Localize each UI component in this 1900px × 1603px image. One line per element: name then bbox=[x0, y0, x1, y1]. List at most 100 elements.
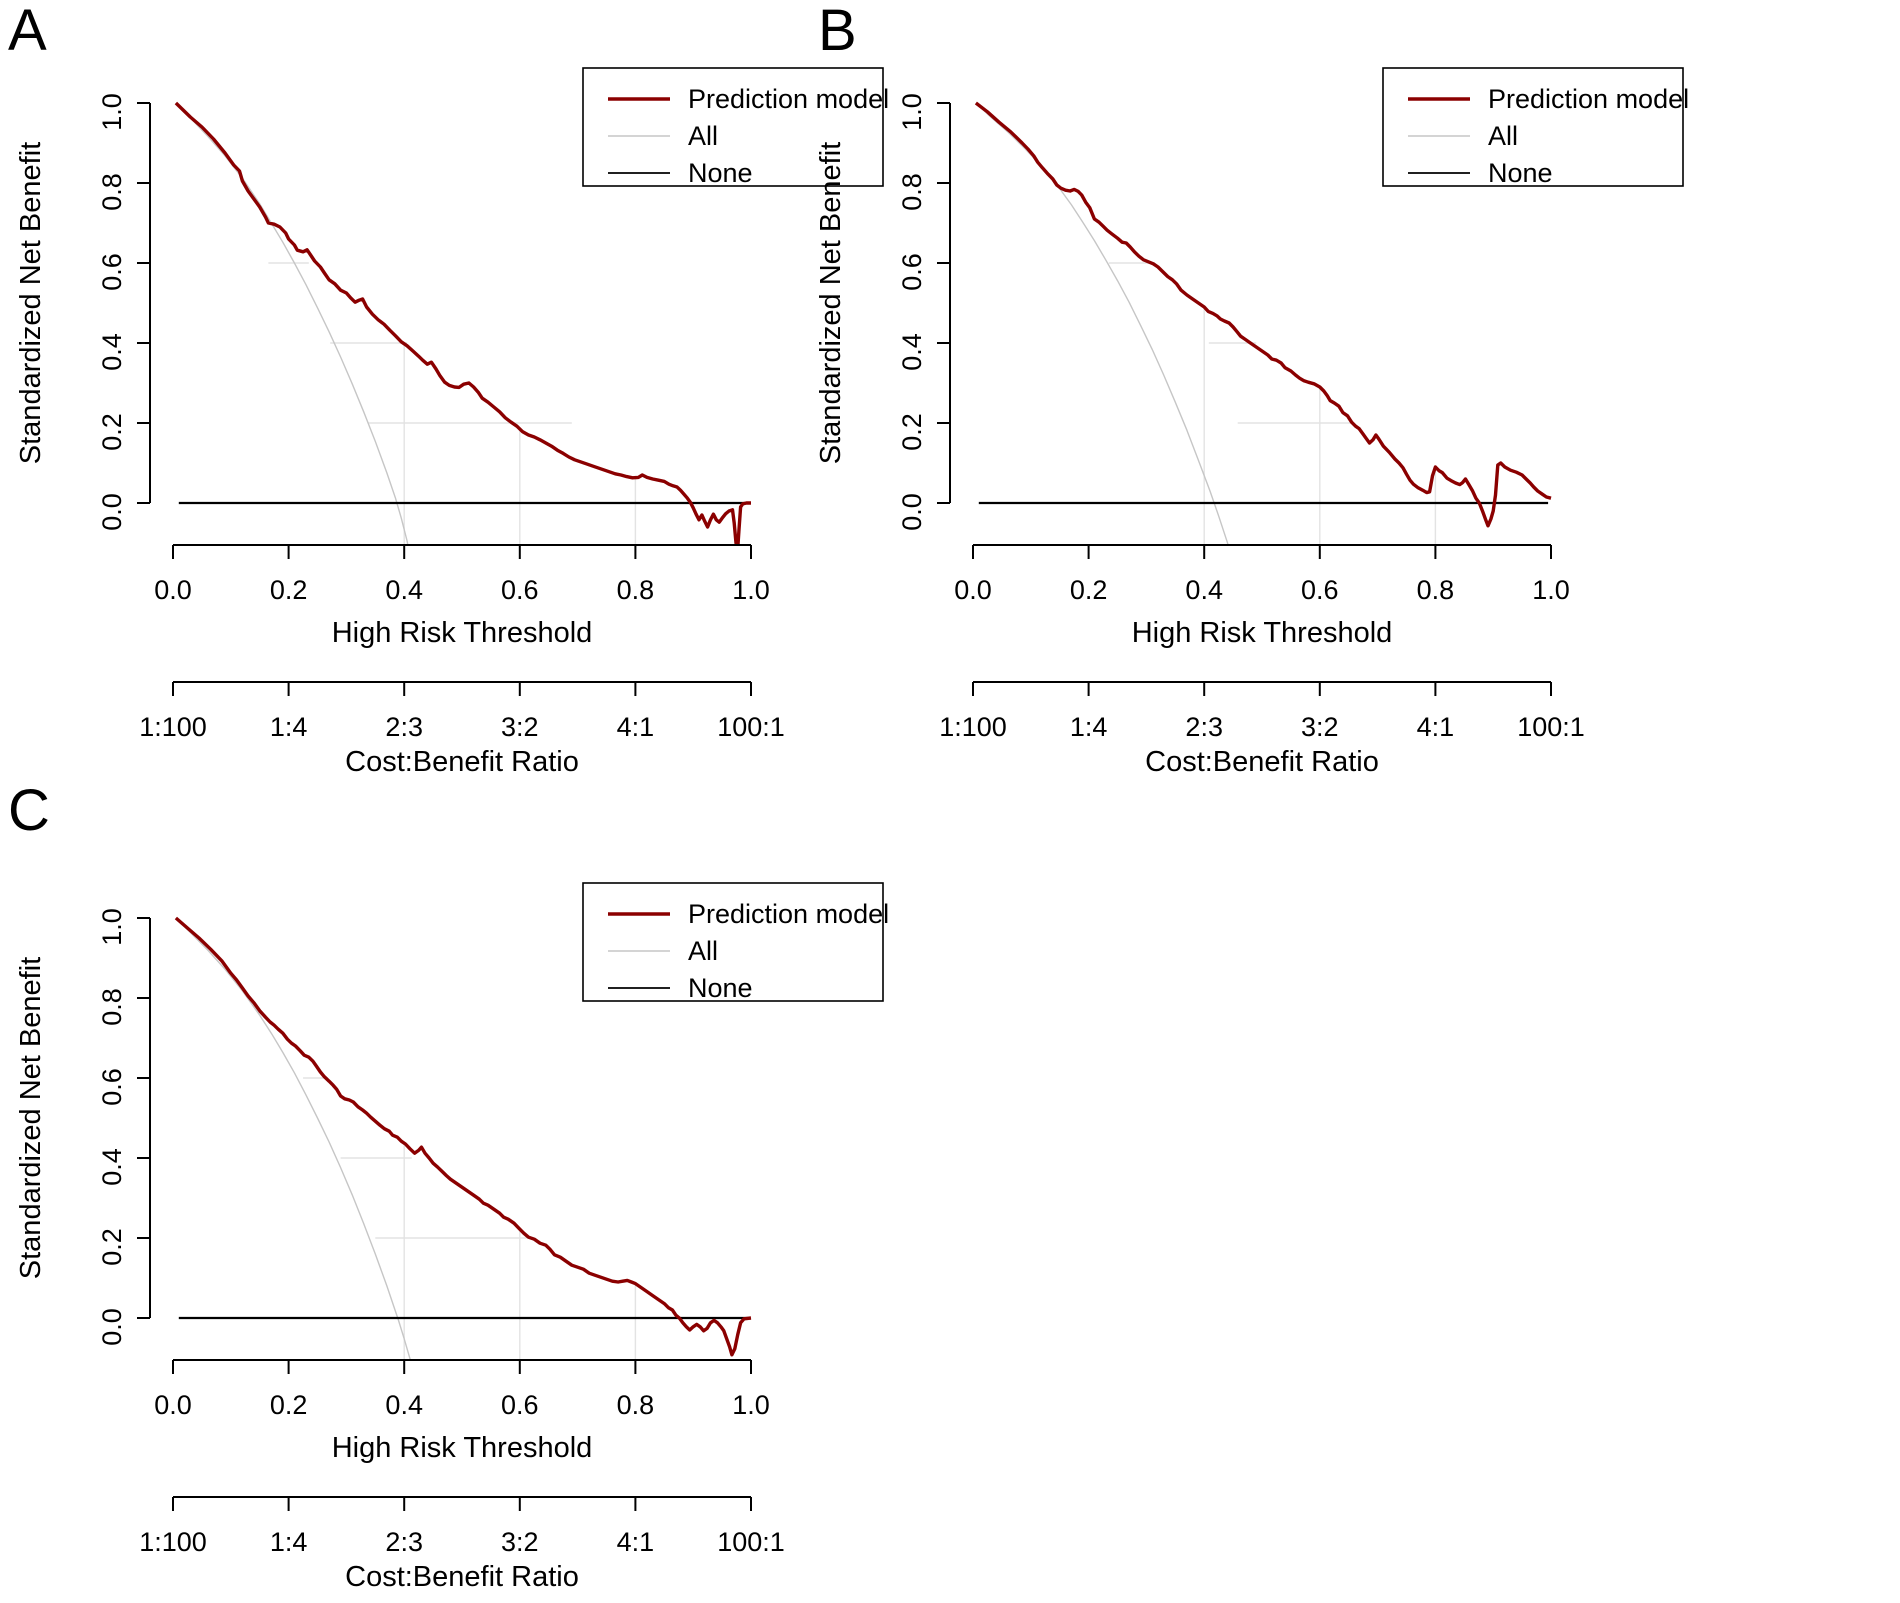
cb-tick-label-b: 1:4 bbox=[1070, 712, 1108, 742]
panel-label-b: B bbox=[818, 0, 857, 63]
cb-axis-title-b: Cost:Benefit Ratio bbox=[1145, 746, 1379, 778]
y-axis-a: 1.0 0.8 0.6 0.4 0.2 0.0 Standardized Net Benef… bbox=[15, 93, 151, 531]
cb-axis-b: 1:100 1:4 2:3 3:2 4:1 100:1 Cost:Benefit Ratio bbox=[939, 681, 1585, 778]
y-tick-label-c: 0.0 bbox=[97, 1308, 127, 1346]
x-tick-label-c: 0.8 bbox=[617, 1390, 655, 1420]
x-tick-label-a: 0.4 bbox=[385, 575, 423, 605]
cb-tick-label-b: 4:1 bbox=[1417, 712, 1455, 742]
x-tick-label-a: 0.6 bbox=[501, 575, 539, 605]
y-tick-label-c: 0.6 bbox=[97, 1068, 127, 1106]
y-tick-label-b: 0.0 bbox=[897, 493, 927, 531]
x-tick-label-c: 0.6 bbox=[501, 1390, 539, 1420]
x-axis-a: 0.0 0.2 0.4 0.6 0.8 1.0 High Risk Threshold bbox=[154, 544, 770, 649]
plot-area-b bbox=[974, 101, 1552, 544]
legend-label-a: None bbox=[688, 158, 753, 188]
x-axis-title-a: High Risk Threshold bbox=[332, 617, 593, 649]
legend-c: Prediction model All None bbox=[582, 882, 889, 1003]
y-tick-label-b: 0.8 bbox=[897, 173, 927, 211]
all-curve-c bbox=[175, 917, 411, 1359]
legend-label-a: Prediction model bbox=[688, 84, 889, 114]
legend-label-c: Prediction model bbox=[688, 899, 889, 929]
panel-label-a: A bbox=[8, 0, 47, 63]
y-axis-title-b: Standardized Net Benefit bbox=[815, 142, 847, 464]
x-axis-b: 0.0 0.2 0.4 0.6 0.8 1.0 High Risk Threshold bbox=[954, 544, 1570, 649]
legend-a: Prediction model All None bbox=[582, 67, 889, 188]
cb-tick-label-a: 100:1 bbox=[717, 712, 785, 742]
cb-tick-label-c: 100:1 bbox=[717, 1527, 785, 1557]
cb-tick-label-a: 1:100 bbox=[139, 712, 207, 742]
x-axis-title-b: High Risk Threshold bbox=[1132, 617, 1393, 649]
y-tick-label-b: 0.2 bbox=[897, 413, 927, 451]
x-tick-label-c: 0.0 bbox=[154, 1390, 192, 1420]
x-tick-label-c: 1.0 bbox=[732, 1390, 770, 1420]
x-tick-label-a: 0.8 bbox=[617, 575, 655, 605]
plot-area-c bbox=[174, 916, 752, 1359]
y-tick-label-a: 0.8 bbox=[97, 173, 127, 211]
prediction-curve-a bbox=[174, 101, 751, 544]
cb-tick-label-b: 1:100 bbox=[939, 712, 1007, 742]
y-tick-label-c: 0.8 bbox=[97, 988, 127, 1026]
legend-label-b: Prediction model bbox=[1488, 84, 1689, 114]
panel-label-c: C bbox=[8, 778, 50, 843]
x-tick-label-b: 0.6 bbox=[1301, 575, 1339, 605]
y-axis-c: 1.0 0.8 0.6 0.4 0.2 0.0 Standardized Net Benef… bbox=[15, 908, 151, 1346]
cb-tick-label-c: 1:100 bbox=[139, 1527, 207, 1557]
legend-label-c: None bbox=[688, 973, 753, 1003]
cb-tick-label-c: 2:3 bbox=[385, 1527, 423, 1557]
prediction-curve-b bbox=[974, 101, 1552, 528]
x-tick-label-c: 0.4 bbox=[385, 1390, 423, 1420]
x-tick-label-a: 1.0 bbox=[732, 575, 770, 605]
y-axis-title-c: Standardized Net Benefit bbox=[15, 957, 47, 1279]
x-tick-label-a: 0.0 bbox=[154, 575, 192, 605]
cb-tick-label-b: 2:3 bbox=[1185, 712, 1223, 742]
y-tick-label-c: 1.0 bbox=[97, 908, 127, 946]
panel-b: 1.0 0.8 0.6 0.4 0.2 0.0 Standardized Net Benef… bbox=[815, 67, 1689, 778]
cb-axis-title-a: Cost:Benefit Ratio bbox=[345, 746, 579, 778]
legend-label-b: None bbox=[1488, 158, 1553, 188]
y-tick-label-c: 0.2 bbox=[97, 1228, 127, 1266]
panel-a: 1.0 0.8 0.6 0.4 0.2 0.0 Standardized Net Benef… bbox=[15, 67, 889, 778]
x-tick-label-b: 0.4 bbox=[1185, 575, 1223, 605]
cb-tick-label-c: 1:4 bbox=[270, 1527, 308, 1557]
cb-tick-label-a: 1:4 bbox=[270, 712, 308, 742]
x-tick-label-b: 0.8 bbox=[1417, 575, 1455, 605]
legend-label-a: All bbox=[688, 121, 718, 151]
x-tick-label-b: 0.0 bbox=[954, 575, 992, 605]
cb-tick-label-c: 4:1 bbox=[617, 1527, 655, 1557]
y-tick-label-b: 0.6 bbox=[897, 253, 927, 291]
prediction-curve-c bbox=[174, 916, 752, 1357]
y-tick-label-a: 1.0 bbox=[97, 93, 127, 131]
cb-tick-label-a: 2:3 bbox=[385, 712, 423, 742]
legend-box-a bbox=[582, 67, 884, 187]
legend-box-b bbox=[1382, 67, 1684, 187]
cb-tick-label-b: 100:1 bbox=[1517, 712, 1585, 742]
y-tick-label-a: 0.4 bbox=[97, 333, 127, 371]
x-tick-label-a: 0.2 bbox=[270, 575, 308, 605]
y-tick-label-a: 0.0 bbox=[97, 493, 127, 531]
x-tick-label-b: 0.2 bbox=[1070, 575, 1108, 605]
legend-label-c: All bbox=[688, 936, 718, 966]
legend-label-b: All bbox=[1488, 121, 1518, 151]
cb-axis-c: 1:100 1:4 2:3 3:2 4:1 100:1 Cost:Benefit Ratio bbox=[139, 1496, 785, 1593]
y-tick-label-c: 0.4 bbox=[97, 1148, 127, 1186]
y-tick-label-b: 1.0 bbox=[897, 93, 927, 131]
all-curve-b bbox=[975, 102, 1229, 544]
cb-tick-label-c: 3:2 bbox=[501, 1527, 539, 1557]
cb-tick-label-a: 3:2 bbox=[501, 712, 539, 742]
y-tick-label-a: 0.2 bbox=[97, 413, 127, 451]
cb-tick-label-a: 4:1 bbox=[617, 712, 655, 742]
y-axis-title-a: Standardized Net Benefit bbox=[15, 142, 47, 464]
cb-axis-a: 1:100 1:4 2:3 3:2 4:1 100:1 Cost:Benefit Ratio bbox=[139, 681, 785, 778]
x-axis-title-c: High Risk Threshold bbox=[332, 1432, 593, 1464]
x-tick-label-b: 1.0 bbox=[1532, 575, 1570, 605]
y-tick-label-a: 0.6 bbox=[97, 253, 127, 291]
cb-tick-label-b: 3:2 bbox=[1301, 712, 1339, 742]
panel-c: 1.0 0.8 0.6 0.4 0.2 0.0 Standardized Net Benef… bbox=[15, 882, 889, 1593]
y-tick-label-b: 0.4 bbox=[897, 333, 927, 371]
legend-box-c bbox=[582, 882, 884, 1002]
legend-b: Prediction model All None bbox=[1382, 67, 1689, 188]
x-axis-c: 0.0 0.2 0.4 0.6 0.8 1.0 High Risk Threshold bbox=[154, 1359, 770, 1464]
plot-area-a bbox=[174, 101, 751, 544]
